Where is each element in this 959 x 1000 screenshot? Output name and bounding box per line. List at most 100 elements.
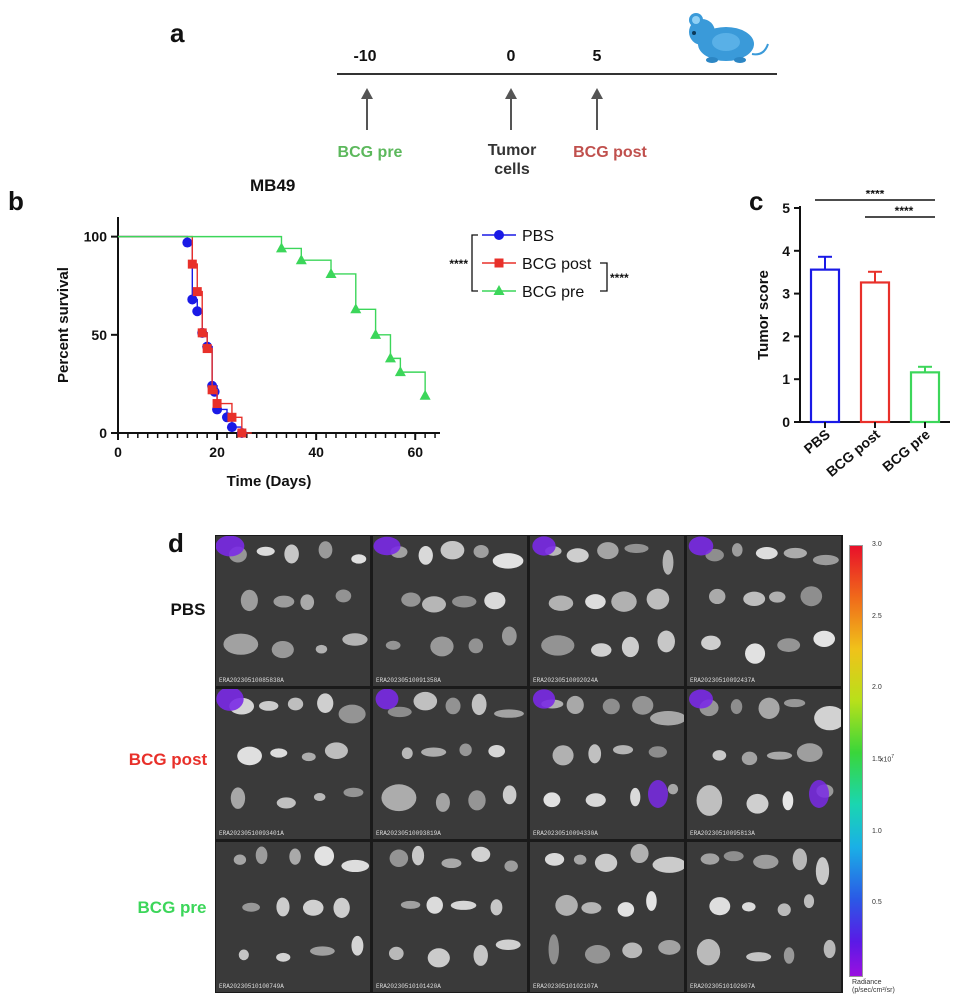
organ	[473, 544, 489, 558]
mouse-icon	[689, 13, 769, 63]
organ	[441, 858, 462, 869]
organ	[700, 853, 720, 865]
organ	[270, 748, 288, 758]
data-point	[227, 412, 237, 422]
organ	[755, 547, 778, 560]
data-point	[370, 328, 382, 339]
organ-image	[375, 689, 524, 812]
y-tick-label: 2	[782, 328, 790, 344]
organ	[302, 899, 324, 916]
data-point	[295, 254, 307, 265]
organ	[440, 540, 465, 560]
colorbar-exponent: x107	[880, 754, 894, 763]
organ	[240, 589, 258, 612]
image-id-label: ERA20230510085838A	[219, 677, 284, 684]
organ	[783, 947, 795, 964]
organ	[422, 596, 446, 613]
organ-image	[216, 689, 366, 809]
significance-label: ****	[610, 271, 629, 285]
y-tick-label: 0	[782, 414, 790, 430]
imaging-cell: ERA20230510085838A	[216, 536, 370, 686]
organ	[783, 547, 807, 559]
organ	[696, 785, 723, 816]
arrow-up-icon	[361, 88, 373, 130]
colorbar-tick-label: 2.0	[872, 684, 882, 692]
organ	[803, 894, 815, 909]
organ	[276, 797, 296, 809]
x-tick-label: 20	[209, 444, 225, 460]
organ	[490, 899, 503, 916]
organ	[435, 792, 450, 812]
organ	[287, 697, 304, 711]
organ	[413, 691, 438, 711]
organ	[573, 854, 587, 865]
significance-bracket	[600, 262, 608, 292]
organ	[338, 704, 366, 724]
organ	[648, 746, 667, 758]
imaging-cell: ERA20230510092437A	[687, 536, 841, 686]
organ-image	[544, 843, 684, 965]
organ	[823, 939, 836, 959]
radiance-colorbar	[849, 545, 863, 977]
organ-image	[532, 536, 675, 658]
data-point	[207, 385, 217, 395]
data-point	[325, 267, 337, 278]
organ	[566, 548, 589, 563]
organ	[769, 591, 786, 603]
event-bcg-post-label: BCG post	[573, 144, 647, 161]
data-point	[494, 230, 504, 240]
image-id-label: ERA20230510094330A	[533, 830, 598, 837]
organ	[555, 894, 578, 916]
organ	[238, 949, 249, 961]
organ-image	[532, 689, 684, 808]
organ	[400, 900, 421, 909]
organ	[543, 792, 561, 808]
colorbar-exponent-power: 7	[891, 754, 895, 760]
organ	[630, 787, 641, 807]
significance-bracket	[471, 234, 478, 292]
organ	[488, 744, 505, 758]
organ	[411, 845, 425, 866]
organ	[468, 638, 484, 654]
panel-d-letter: d	[168, 528, 184, 558]
organ	[813, 630, 836, 647]
organ	[289, 848, 301, 865]
y-tick-label: 1	[782, 371, 790, 387]
organ	[427, 948, 450, 968]
timeline-tick-0: 0	[506, 48, 516, 65]
data-point	[187, 294, 198, 305]
organ	[401, 747, 413, 760]
organ	[310, 946, 335, 956]
signal-spot	[648, 780, 668, 808]
imaging-cell: ERA20230510102607A	[687, 842, 841, 992]
organ	[712, 750, 727, 761]
data-point	[237, 428, 247, 438]
organ	[430, 636, 454, 657]
data-point	[192, 306, 203, 317]
organ	[387, 706, 412, 718]
organ	[701, 635, 721, 651]
data-point	[212, 399, 222, 409]
organ	[731, 543, 743, 557]
organ	[237, 746, 262, 766]
organ	[624, 543, 649, 554]
x-tick-label: 0	[114, 444, 122, 460]
image-id-label: ERA20230510092024A	[533, 677, 598, 684]
organ	[300, 594, 315, 611]
organ	[418, 546, 433, 565]
legend-label: BCG pre	[522, 284, 584, 301]
data-point	[275, 242, 287, 253]
colorbar-tick-label: 3.0	[872, 541, 882, 548]
organ	[548, 934, 559, 965]
x-tick-label: BCG pre	[879, 426, 933, 475]
series-line	[118, 235, 426, 396]
organ	[502, 785, 517, 805]
x-tick-label: PBS	[801, 426, 833, 457]
organ	[723, 851, 744, 862]
organ	[796, 743, 823, 762]
organ	[800, 586, 823, 607]
organ	[301, 752, 316, 762]
organ	[566, 695, 584, 715]
organ-image	[689, 689, 841, 816]
